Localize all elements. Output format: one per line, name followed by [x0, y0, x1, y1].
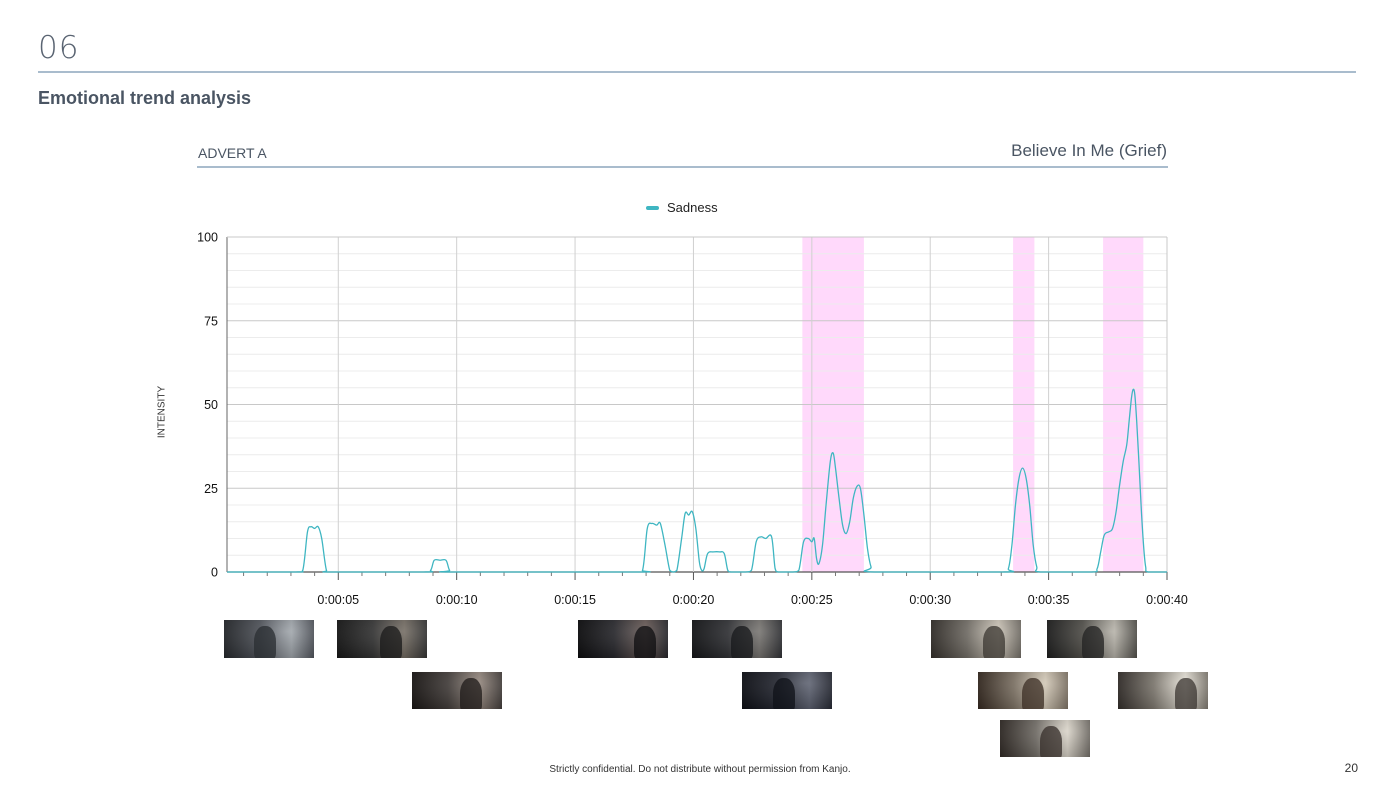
x-tick-label: 0:00:15: [554, 593, 596, 607]
confidential-notice: Strictly confidential. Do not distribute…: [549, 764, 851, 775]
series-layer: [226, 388, 1167, 573]
thumbnail-figure: [1175, 678, 1197, 709]
thumbnail-figure: [983, 626, 1005, 658]
intensity-chart: 0 25 50 75 100 0:00:05 0:00:10 0:00:15 0:00:20 0:…: [197, 231, 1188, 608]
scene-thumbnail[interactable]: [1047, 620, 1137, 658]
advert-divider: [197, 166, 1168, 168]
y-tick-label: 25: [204, 482, 218, 496]
y-tick-label: 100: [197, 231, 218, 245]
tick-label-layer: 0 25 50 75 100 0:00:05 0:00:10 0:00:15 0:00:20 0:…: [197, 231, 1188, 608]
page-number: 20: [1344, 761, 1358, 775]
thumbnail-figure: [731, 626, 753, 658]
scene-thumbnail[interactable]: [1118, 672, 1208, 709]
y-tick-label: 75: [204, 314, 218, 328]
x-tick-label: 0:00:05: [317, 593, 359, 607]
x-tick-label: 0:00:10: [436, 593, 478, 607]
series-line-sadness: [226, 388, 1167, 573]
x-tick-label: 0:00:25: [791, 593, 833, 607]
x-tick-label: 0:00:20: [673, 593, 715, 607]
scene-thumbnail[interactable]: [931, 620, 1021, 658]
x-tick-label: 0:00:30: [909, 593, 951, 607]
thumbnail-figure: [634, 626, 656, 658]
page-heading: Emotional trend analysis: [38, 88, 252, 108]
section-number: 06: [38, 30, 80, 66]
thumbnail-figure: [1082, 626, 1104, 658]
thumbnail-figure: [773, 678, 795, 709]
thumbnail-shade: [931, 620, 1021, 658]
advert-label: ADVERT A: [198, 145, 267, 161]
x-tick-label: 0:00:35: [1028, 593, 1070, 607]
x-tick-label: 0:00:40: [1146, 593, 1188, 607]
scene-thumbnail[interactable]: [412, 672, 502, 709]
scene-thumbnail[interactable]: [978, 672, 1068, 709]
scene-thumbnail[interactable]: [337, 620, 427, 658]
thumbnail-figure: [380, 626, 402, 658]
thumbnail-figure: [254, 626, 276, 658]
scene-thumbnail[interactable]: [742, 672, 832, 709]
scene-thumbnail[interactable]: [692, 620, 782, 658]
advert-title: Believe In Me (Grief): [1011, 141, 1167, 160]
thumbnail-shade: [412, 672, 502, 709]
thumbnail-figure: [460, 678, 482, 709]
thumbnail-figure: [1040, 726, 1062, 757]
axis-layer: [226, 236, 1168, 580]
grid-layer: [227, 236, 1168, 573]
chart-legend[interactable]: Sadness: [646, 200, 718, 215]
y-tick-label: 50: [204, 398, 218, 412]
header-divider: [38, 71, 1356, 73]
legend-swatch-sadness: [646, 205, 659, 210]
scene-thumbnail[interactable]: [1000, 720, 1090, 757]
scene-thumbnail[interactable]: [578, 620, 668, 658]
scene-thumbnail[interactable]: [224, 620, 314, 658]
y-tick-label: 0: [211, 566, 218, 580]
thumbnail-figure: [1022, 678, 1044, 709]
legend-label-sadness: Sadness: [667, 200, 718, 215]
